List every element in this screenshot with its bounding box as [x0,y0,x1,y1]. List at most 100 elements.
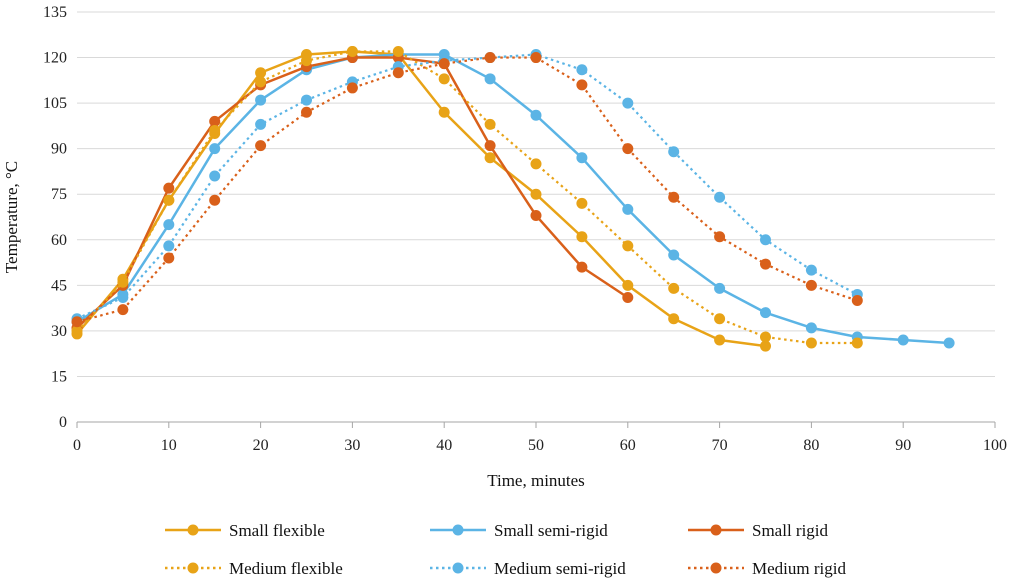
legend-marker-small-flexible [187,524,199,536]
data-point-medium-rigid [71,316,83,328]
data-point-small-semi-rigid [530,109,542,121]
x-tick-label: 0 [73,437,81,454]
data-point-medium-flexible [576,197,588,209]
series-line-small-semi-rigid [76,53,950,345]
legend-item-medium-flexible: Medium flexible [165,559,343,578]
data-point-small-semi-rigid [714,282,726,294]
data-point-medium-rigid [255,140,267,152]
x-tick-label: 30 [344,437,360,454]
y-tick-label: 120 [43,50,67,67]
data-point-medium-semi-rigid [668,146,680,158]
data-point-medium-rigid [530,52,542,64]
data-point-small-flexible [484,152,496,164]
legend-label-small-semi-rigid: Small semi-rigid [494,521,608,540]
y-axis-title: Temperature, °C [2,161,21,273]
data-point-small-rigid [576,261,588,273]
y-tick-label: 30 [51,323,67,340]
series-medium-flexible [71,45,863,349]
data-point-medium-semi-rigid [805,264,817,276]
data-point-small-semi-rigid [576,152,588,164]
data-point-small-flexible [255,67,267,79]
legend-label-small-flexible: Small flexible [229,521,325,540]
data-point-small-flexible [760,340,771,352]
y-tick-label: 45 [51,277,67,294]
x-tick-label: 10 [161,437,177,454]
legend-marker-small-semi-rigid [452,524,464,536]
data-point-small-semi-rigid [255,94,267,106]
data-point-medium-flexible [209,124,221,136]
legend-marker-medium-semi-rigid [452,562,464,574]
x-tick-label: 70 [712,437,728,454]
data-point-small-semi-rigid [484,73,496,85]
data-point-medium-rigid [438,58,450,70]
data-point-medium-semi-rigid [714,191,726,203]
axes: 0 15 30 45 60 75 90 105 120 135 0 10 20 30 40 50 60 70 80 9… [43,4,1007,454]
data-point-medium-semi-rigid [622,97,634,109]
y-tick-label: 135 [43,4,67,21]
data-point-medium-flexible [301,55,312,67]
data-point-medium-rigid [576,79,588,91]
data-point-small-flexible [622,279,634,291]
data-point-medium-flexible [760,331,771,343]
data-point-small-flexible [530,188,542,200]
legend-item-small-rigid: Small rigid [688,521,829,540]
legend-item-small-flexible: Small flexible [165,521,325,540]
data-point-medium-flexible [805,337,817,349]
data-point-medium-flexible [668,282,680,294]
data-point-medium-rigid [714,231,726,243]
y-tick-label: 60 [51,232,67,249]
data-point-medium-rigid [668,191,680,203]
series-layer [71,45,955,352]
legend-marker-medium-flexible [187,562,199,574]
data-point-small-semi-rigid [897,334,909,346]
data-point-medium-flexible [484,118,496,130]
data-point-small-semi-rigid [805,322,817,334]
x-tick-label: 60 [620,437,636,454]
data-point-small-flexible [438,106,450,118]
x-axis-title: Time, minutes [487,471,585,490]
data-point-small-flexible [576,231,588,243]
data-point-medium-flexible [71,325,83,337]
data-point-medium-rigid [484,52,496,64]
legend-label-medium-flexible: Medium flexible [229,559,343,578]
x-tick-label: 100 [983,437,1007,454]
data-point-small-semi-rigid [943,337,955,349]
data-point-medium-rigid [760,258,771,270]
legend-label-small-rigid: Small rigid [752,521,829,540]
data-point-medium-semi-rigid [209,170,221,182]
data-point-medium-flexible [530,158,542,170]
legend-label-medium-rigid: Medium rigid [752,559,846,578]
y-tick-label: 90 [51,141,67,158]
series-medium-rigid [71,52,863,328]
data-point-small-semi-rigid [163,219,175,231]
data-point-medium-semi-rigid [117,291,129,303]
data-point-small-semi-rigid [622,203,634,215]
data-point-medium-rigid [805,279,817,291]
legend-label-medium-semi-rigid: Medium semi-rigid [494,559,626,578]
data-point-medium-flexible [346,45,358,57]
series-line-small-flexible [76,50,766,348]
data-point-medium-semi-rigid [255,118,267,130]
data-point-medium-flexible [622,240,634,252]
data-point-small-semi-rigid [760,307,771,319]
x-tick-label: 20 [253,437,269,454]
data-point-small-flexible [668,313,680,325]
legend-item-medium-semi-rigid: Medium semi-rigid [430,559,626,578]
x-tick-label: 80 [803,437,819,454]
data-point-medium-rigid [301,106,312,118]
data-point-small-rigid [484,140,496,152]
data-point-medium-flexible [255,76,267,88]
data-point-medium-semi-rigid [576,64,588,76]
data-point-medium-rigid [163,252,175,264]
data-point-small-rigid [622,291,634,303]
data-point-small-flexible [714,334,726,346]
legend-marker-small-rigid [710,524,722,536]
y-tick-label: 105 [43,95,67,112]
data-point-medium-rigid [209,194,221,206]
data-point-medium-flexible [117,276,129,288]
data-point-medium-rigid [851,295,863,307]
data-point-small-semi-rigid [668,249,680,261]
data-point-medium-semi-rigid [163,240,175,252]
